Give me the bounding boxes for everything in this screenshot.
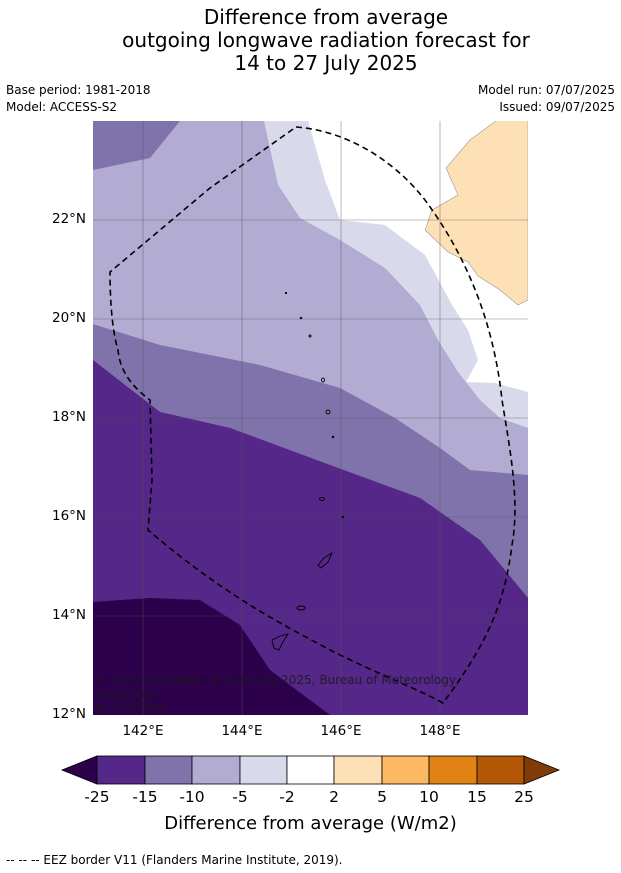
colorbar-tick: 25	[514, 788, 534, 806]
colorbar-tick: 5	[377, 788, 387, 806]
land-2-5	[424, 121, 528, 306]
title-line-3: 14 to 27 July 2025	[234, 51, 418, 75]
band-25-15	[93, 360, 528, 715]
meta-right: Model run: 07/07/2025 Issued: 09/07/2025	[478, 82, 615, 116]
colorbar-tick: 10	[419, 788, 439, 806]
lat-label-20: 20°N	[52, 310, 87, 326]
colorbar-tick: -15	[132, 788, 158, 806]
title-line-1: Difference from average	[203, 5, 449, 29]
colorbar-tick: -25	[84, 788, 110, 806]
colorbar-tick: 2	[329, 788, 339, 806]
colorbar-label: Difference from average (W/m2)	[164, 813, 457, 834]
islands	[271, 291, 345, 651]
colorbar-tick: -2	[279, 788, 295, 806]
eez-border	[109, 126, 516, 705]
title-line-2: outgoing longwave radiation forecast for	[122, 28, 530, 52]
graticule	[93, 121, 528, 715]
lat-label-14: 14°N	[52, 607, 87, 623]
eez-footnote: -- -- -- EEZ border V11 (Flanders Marine…	[6, 853, 343, 867]
model-run: Model run: 07/07/2025	[477, 83, 615, 97]
lon-label-142: 142°E	[122, 723, 164, 739]
lat-label-22: 22°N	[52, 211, 87, 227]
colorbar-extend-max	[523, 755, 561, 785]
lon-label-144: 144°E	[221, 723, 263, 739]
copyright-line-1: © Commonwealth of Australia 2025, Bureau…	[95, 673, 460, 701]
lat-label-18: 18°N	[52, 409, 87, 425]
meta-left: Base period: 1981-2018 Model: ACCESS-S2	[6, 82, 151, 116]
colorbar-extend-min	[60, 755, 98, 785]
model-name: Model: ACCESS-S2	[6, 100, 118, 114]
lon-label-146: 146°E	[320, 723, 362, 739]
colorbar-tick: 15	[467, 788, 487, 806]
issued-date: Issued: 09/07/2025	[499, 100, 615, 114]
lat-label-16: 16°N	[52, 508, 87, 524]
lat-label-12: 12°N	[52, 706, 87, 722]
colorbar-tick: -5	[232, 788, 248, 806]
lon-label-148: 148°E	[419, 723, 461, 739]
anomaly-field	[93, 121, 528, 715]
map-title: Difference from average outgoing longwav…	[0, 6, 621, 75]
base-period: Base period: 1981-2018	[6, 83, 151, 97]
colorbar-tick: -10	[179, 788, 205, 806]
copyright-line-2: by COSPPac	[95, 701, 167, 715]
copyright-notice: © Commonwealth of Australia 2025, Bureau…	[95, 673, 515, 715]
colorbar	[60, 755, 561, 785]
